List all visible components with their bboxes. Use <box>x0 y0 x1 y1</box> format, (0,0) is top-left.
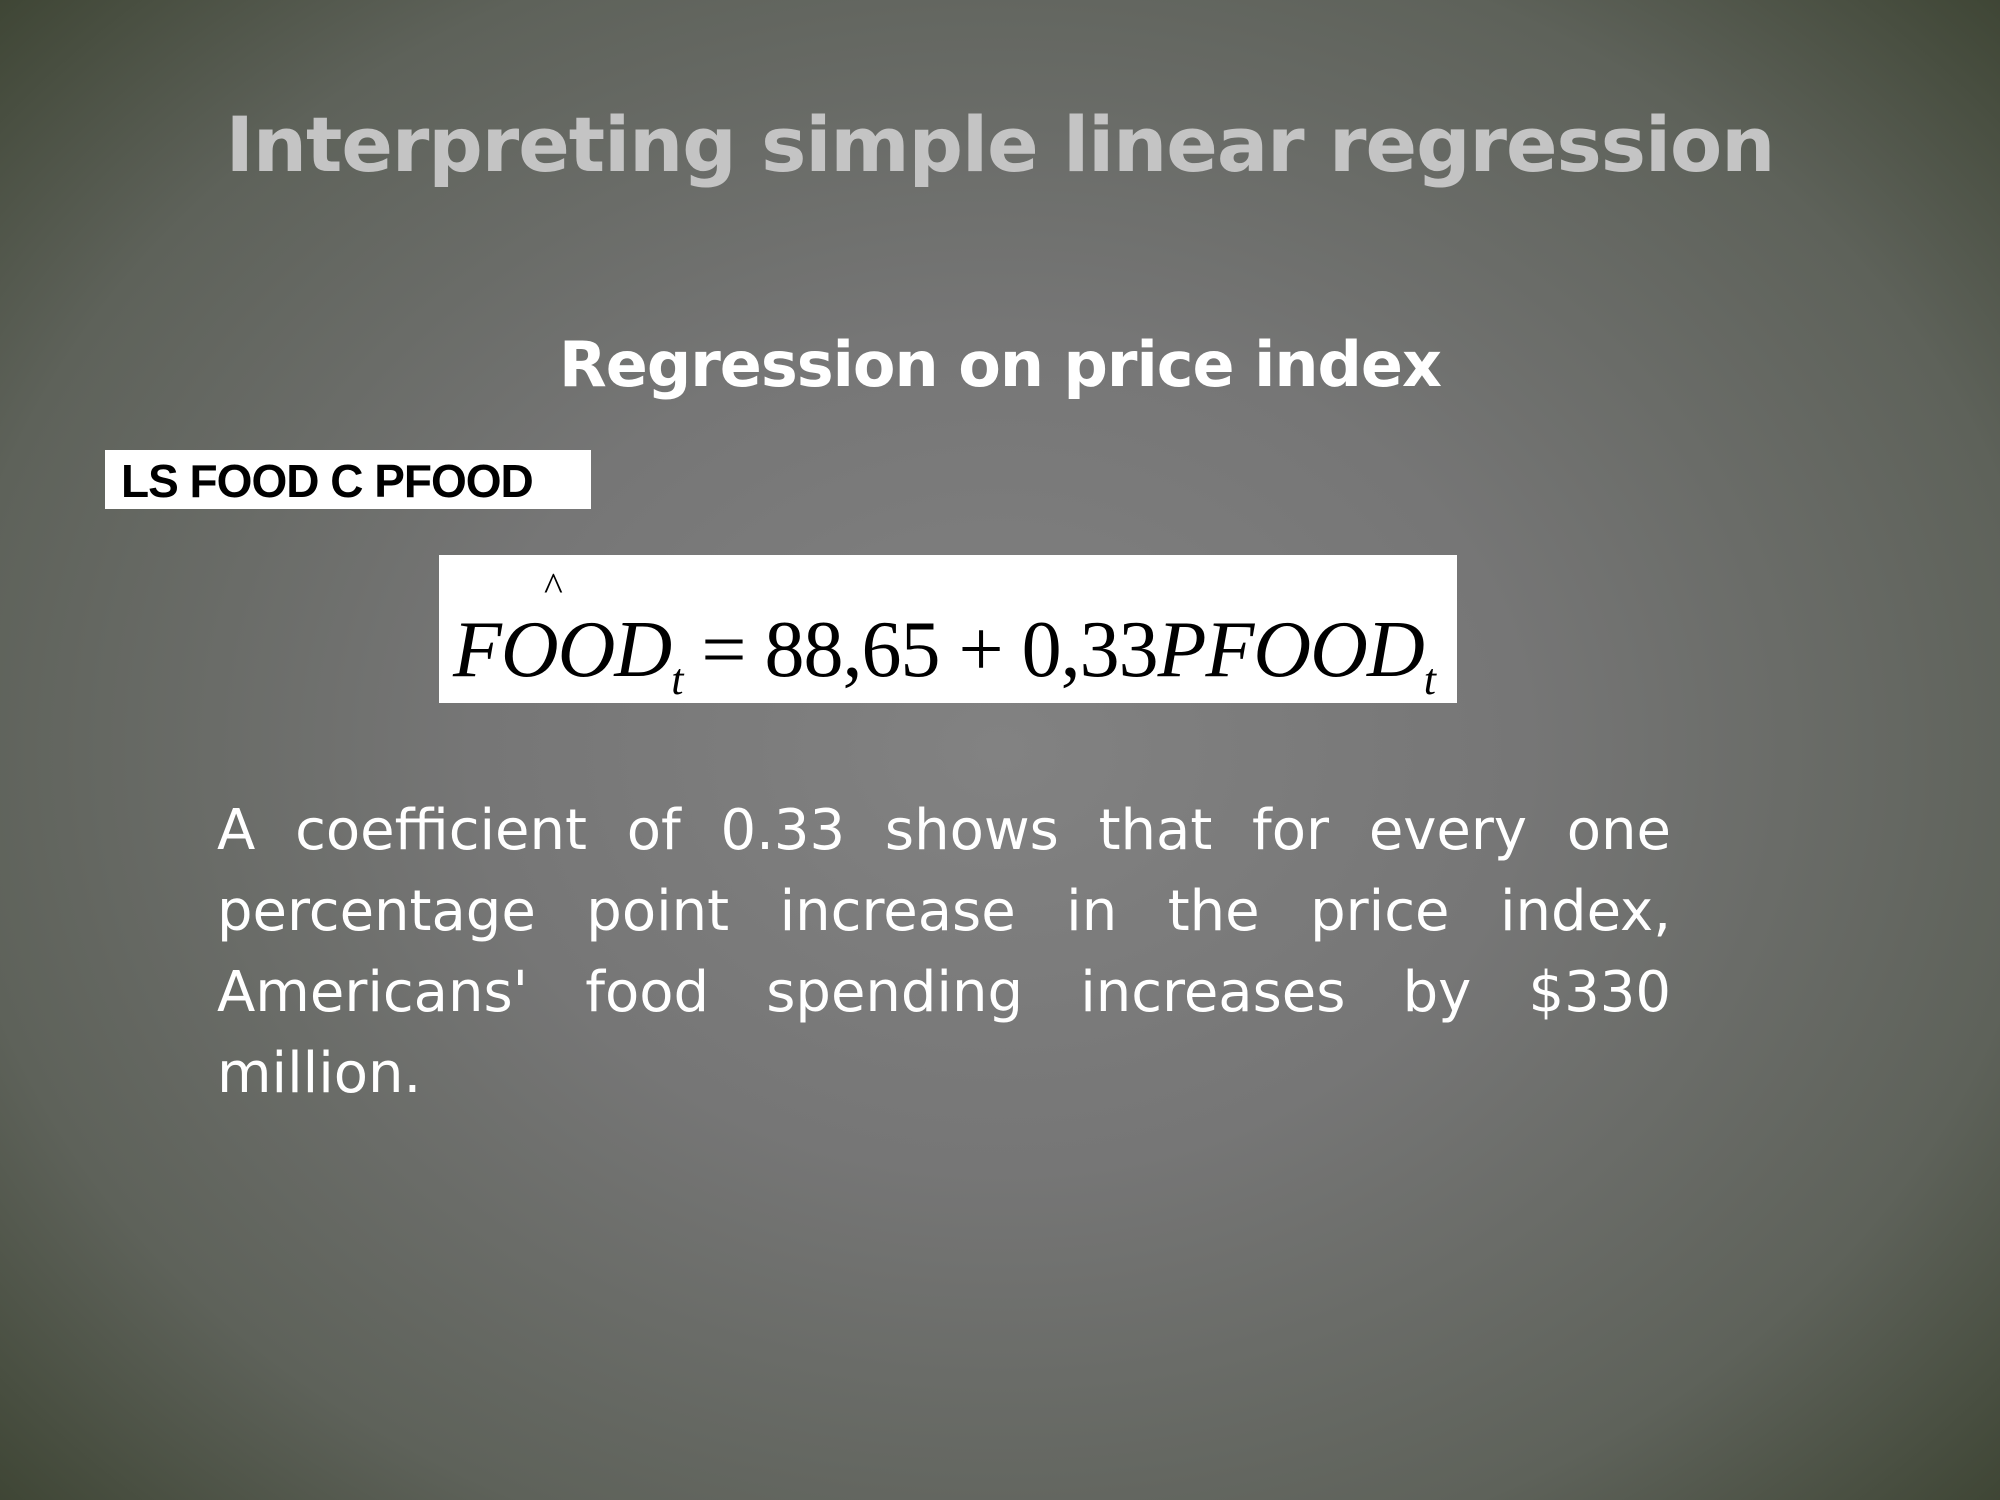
eviews-command: LS FOOD C PFOOD <box>105 450 591 509</box>
interpretation-text: A coefficient of 0.33 shows that for eve… <box>217 798 1671 1106</box>
rhs-subscript: t <box>1423 655 1436 704</box>
rhs-variable: PFOOD <box>1157 606 1425 694</box>
slide-subtitle: Regression on price index <box>559 328 1442 401</box>
equals-sign: = <box>682 606 765 694</box>
slide-title: Interpreting simple linear regression <box>225 100 1776 189</box>
intercept: 88,65 <box>764 606 941 694</box>
regression-equation: ^ FOODt = 88,65 + 0,33PFOODt <box>439 555 1457 704</box>
coefficient: 0,33 <box>1021 606 1159 694</box>
plus-sign: + <box>939 606 1022 694</box>
lhs-variable: FOOD <box>453 606 672 694</box>
lhs-subscript: t <box>671 655 683 704</box>
hat-symbol: ^ <box>544 564 563 609</box>
